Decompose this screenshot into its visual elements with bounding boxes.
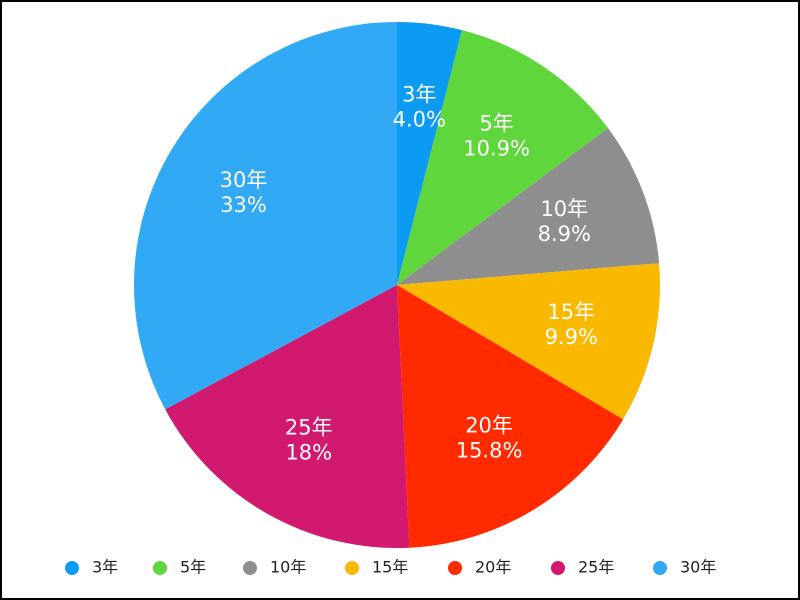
slice-category-label: 20年 <box>465 413 513 437</box>
pie-slice <box>397 30 609 285</box>
legend-marker <box>153 561 167 575</box>
pie-slice <box>397 128 660 285</box>
slice-category-label: 3年 <box>402 83 436 107</box>
pie-slice <box>397 22 463 285</box>
slice-category-label: 15年 <box>547 300 595 324</box>
legend-label: 5年 <box>180 558 206 577</box>
slice-value-label: 15.8% <box>456 438 523 462</box>
slice-category-label: 30年 <box>220 168 268 192</box>
slice-value-label: 4.0% <box>393 108 446 132</box>
legend-marker <box>653 561 667 575</box>
slice-value-label: 18% <box>285 441 332 465</box>
legend-label: 3年 <box>92 558 118 577</box>
legend-marker <box>551 561 565 575</box>
slice-value-label: 10.9% <box>463 136 530 160</box>
slice-value-label: 8.9% <box>538 222 591 246</box>
slice-category-label: 10年 <box>540 197 588 221</box>
pie-slice <box>397 285 624 548</box>
legend-marker <box>243 561 257 575</box>
pie-slice <box>133 22 397 410</box>
legend-label: 10年 <box>270 558 306 577</box>
slice-value-label: 9.9% <box>545 325 598 349</box>
slice-category-label: 5年 <box>479 111 513 135</box>
legend-label: 20年 <box>475 558 511 577</box>
legend-label: 15年 <box>372 558 408 577</box>
legend-label: 30年 <box>680 558 716 577</box>
pie-slice <box>397 263 660 420</box>
slice-value-label: 33% <box>220 193 267 217</box>
legend-marker <box>448 561 462 575</box>
legend-marker <box>65 561 79 575</box>
legend-marker <box>345 561 359 575</box>
legend-label: 25年 <box>578 558 614 577</box>
pie-slice <box>165 285 410 548</box>
slice-category-label: 25年 <box>285 416 333 440</box>
